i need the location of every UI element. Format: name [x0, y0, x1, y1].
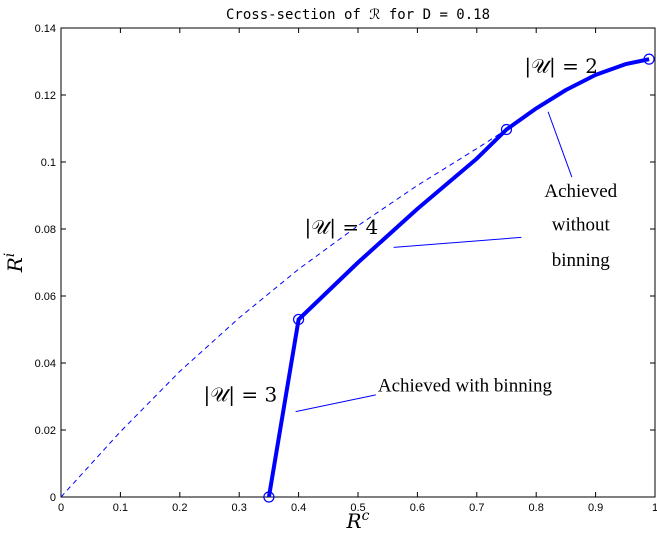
set-size-label: |𝒰| = 3 — [204, 383, 278, 408]
achievable-region-line — [266, 57, 650, 498]
x-tick-label: 0.6 — [410, 502, 425, 514]
annotation-pointer — [393, 236, 522, 248]
annotation-text: without — [552, 215, 611, 236]
annotation-text: binning — [552, 250, 611, 271]
x-tick-label: 0 — [58, 502, 64, 514]
data-lines — [60, 57, 650, 498]
set-size-label: |𝒰| = 4 — [305, 215, 379, 240]
annotations: |𝒰| = 2 |𝒰| = 4 |𝒰| = 3 Achieved without binn… — [204, 54, 618, 407]
annotation-text: Achieved — [544, 181, 617, 202]
y-tick-label: 0.06 — [35, 291, 56, 303]
y-axis-label: Ri — [2, 253, 27, 274]
x-tick-label: 0.5 — [350, 502, 365, 514]
set-size-label: |𝒰| = 2 — [524, 54, 598, 79]
x-tick-label: 0.2 — [172, 502, 187, 514]
data-point-marker — [643, 53, 655, 65]
dashed-boundary-line — [60, 129, 507, 498]
y-tick-label: 0 — [50, 492, 56, 504]
annotation-pointer — [295, 394, 376, 413]
ticks: 0 0.1 0.2 0.3 0.4 0.5 0.6 0.7 0.8 0.9 1 0 0.02 0.04 0.… — [35, 23, 657, 514]
x-tick-label: 0.9 — [588, 502, 603, 514]
y-tick-label: 0.08 — [35, 224, 56, 236]
data-point-marker — [263, 491, 275, 503]
x-tick-label: 0.1 — [113, 502, 128, 514]
y-tick-label: 0.04 — [35, 358, 56, 370]
x-tick-label: 1 — [652, 502, 657, 514]
data-point-marker — [500, 123, 513, 136]
y-tick-label: 0.1 — [41, 157, 56, 169]
y-tick-label: 0.02 — [35, 425, 56, 437]
x-tick-label: 0.4 — [291, 502, 306, 514]
annotation-pointer — [547, 111, 573, 178]
x-tick-label: 0.3 — [232, 502, 247, 514]
annotation-text: Achieved with binning — [378, 375, 553, 396]
data-markers — [263, 53, 655, 503]
x-tick-label: 0.8 — [529, 502, 544, 514]
x-axis-label: Rc — [346, 508, 370, 533]
chart-title: Cross-section of ℛ for D = 0.18 — [226, 7, 490, 23]
y-tick-label: 0.14 — [35, 23, 56, 35]
pointer-lines — [295, 111, 573, 413]
x-tick-label: 0.7 — [469, 502, 484, 514]
data-point-marker — [293, 313, 305, 326]
y-tick-label: 0.12 — [35, 90, 56, 102]
